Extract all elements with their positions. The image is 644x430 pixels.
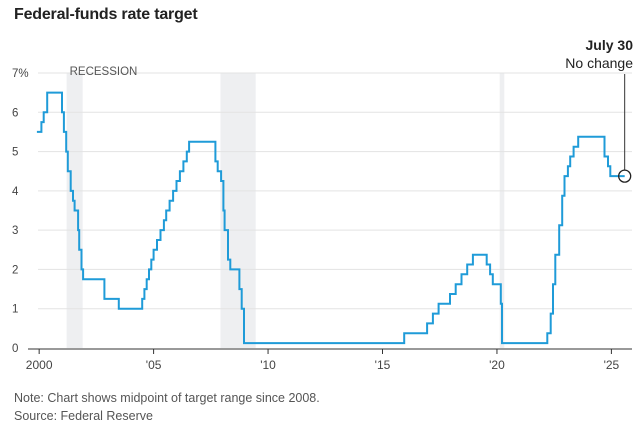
recession-band-2 — [220, 73, 256, 348]
annotation-marker — [618, 169, 632, 183]
chart-title: Federal-funds rate target — [14, 6, 198, 23]
x-tick-label: '25 — [604, 358, 620, 372]
y-tick-label: 2 — [12, 264, 18, 276]
series-line-1 — [36, 91, 625, 345]
annotation-title: July 30 — [586, 37, 634, 53]
x-tick-label: '10 — [260, 358, 276, 372]
y-tick-label: 7% — [12, 68, 29, 80]
y-tick-label: 4 — [12, 186, 19, 198]
y-tick-label: 3 — [12, 225, 18, 237]
y-tick-label: 6 — [12, 107, 18, 119]
x-tick-label: '05 — [146, 358, 162, 372]
x-tick-label: '20 — [489, 358, 505, 372]
y-tick-label: 1 — [12, 304, 18, 316]
recession-label: RECESSION — [70, 66, 138, 78]
y-tick-label: 0 — [12, 343, 18, 355]
chart-note: Note: Chart shows midpoint of target ran… — [14, 391, 320, 405]
y-tick-label: 5 — [12, 147, 18, 159]
recession-band-3 — [499, 73, 505, 348]
chart-source: Source: Federal Reserve — [14, 409, 153, 423]
chart-footer: Note: Chart shows midpoint of target ran… — [14, 389, 320, 425]
x-tick-label: '15 — [375, 358, 391, 372]
annotation-text: No change — [565, 55, 633, 71]
x-tick-label: 2000 — [26, 358, 53, 372]
